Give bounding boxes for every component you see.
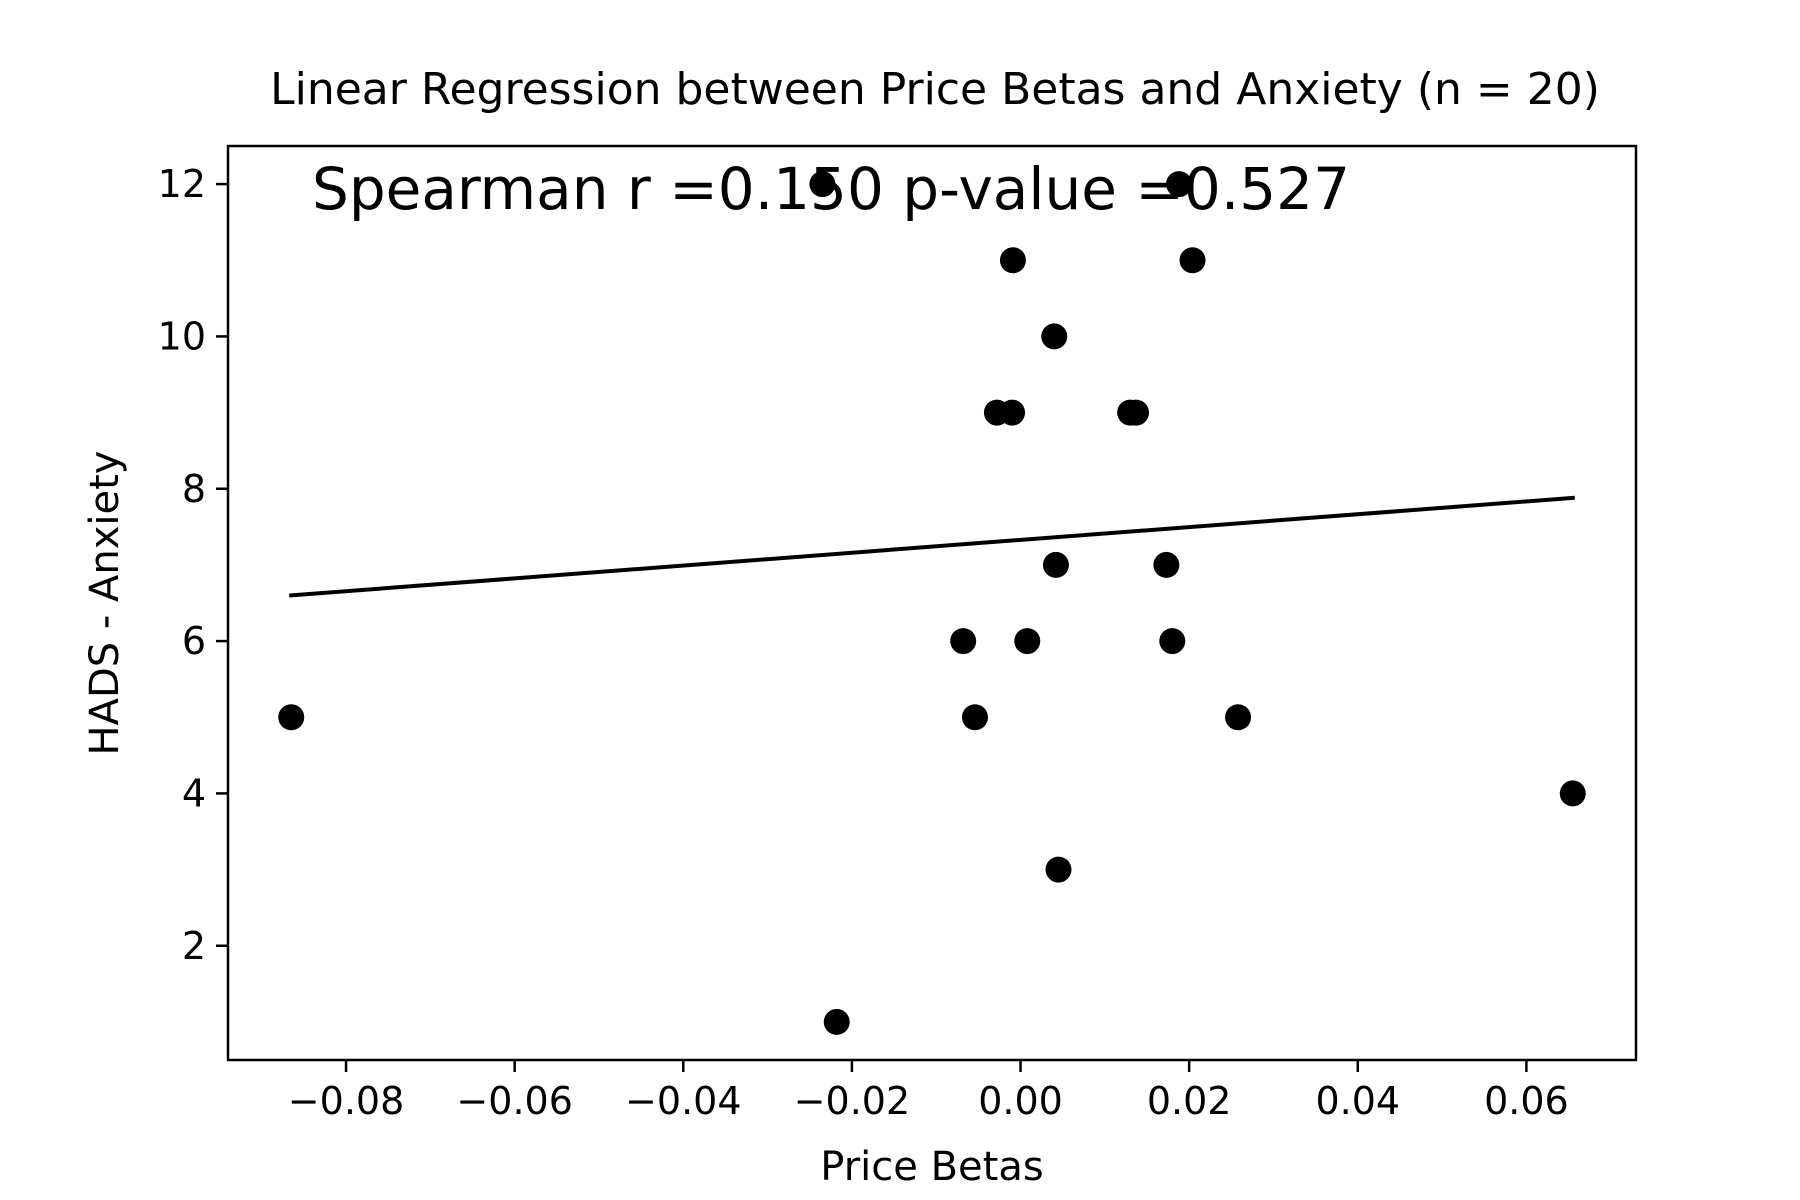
y-tick-label: 12 <box>158 162 206 206</box>
correlation-annotation: Spearman r =0.150 p-value =0.527 <box>312 155 1350 223</box>
data-point <box>961 704 988 731</box>
y-tick-label: 8 <box>182 467 206 511</box>
x-tick-label: 0.02 <box>1147 1079 1232 1123</box>
data-point <box>1042 551 1069 578</box>
x-tick-label: 0.06 <box>1484 1079 1569 1123</box>
x-tick-label: −0.04 <box>625 1079 741 1123</box>
x-tick-label: 0.00 <box>978 1079 1063 1123</box>
x-tick-label: −0.06 <box>456 1079 572 1123</box>
x-axis-label: Price Betas <box>820 1144 1043 1190</box>
data-point <box>950 628 977 655</box>
chart-title: Linear Regression between Price Betas an… <box>270 64 1600 115</box>
data-point <box>1153 551 1180 578</box>
y-tick-label: 4 <box>182 771 206 815</box>
x-tick-label: −0.08 <box>288 1079 404 1123</box>
y-tick-label: 2 <box>182 924 206 968</box>
data-point <box>1159 628 1186 655</box>
data-point <box>1014 628 1041 655</box>
regression-line <box>289 495 1575 598</box>
data-point <box>1559 780 1586 807</box>
y-axis-label: HADS - Anxiety <box>82 451 128 756</box>
data-point <box>999 399 1026 426</box>
x-tick-label: −0.02 <box>794 1079 910 1123</box>
y-tick-label: 10 <box>158 314 206 358</box>
data-point <box>809 171 836 198</box>
data-point <box>1045 856 1072 883</box>
data-point <box>823 1008 850 1035</box>
plot-area-frame <box>226 144 1638 1062</box>
data-point <box>1179 247 1206 274</box>
data-points <box>278 171 1586 1035</box>
y-axis-ticks: 2 4 6 8 10 12 <box>158 162 228 968</box>
x-tick-label: 0.04 <box>1315 1079 1400 1123</box>
data-point <box>999 247 1026 274</box>
y-tick-label: 6 <box>182 619 206 663</box>
data-point <box>1166 171 1193 198</box>
data-point <box>1225 704 1252 731</box>
data-point <box>1123 399 1150 426</box>
data-point <box>1041 323 1068 350</box>
data-point <box>278 704 305 731</box>
x-axis-ticks: −0.08 −0.06 −0.04 −0.02 0.00 0.02 0.04 0.06 <box>288 1060 1569 1123</box>
